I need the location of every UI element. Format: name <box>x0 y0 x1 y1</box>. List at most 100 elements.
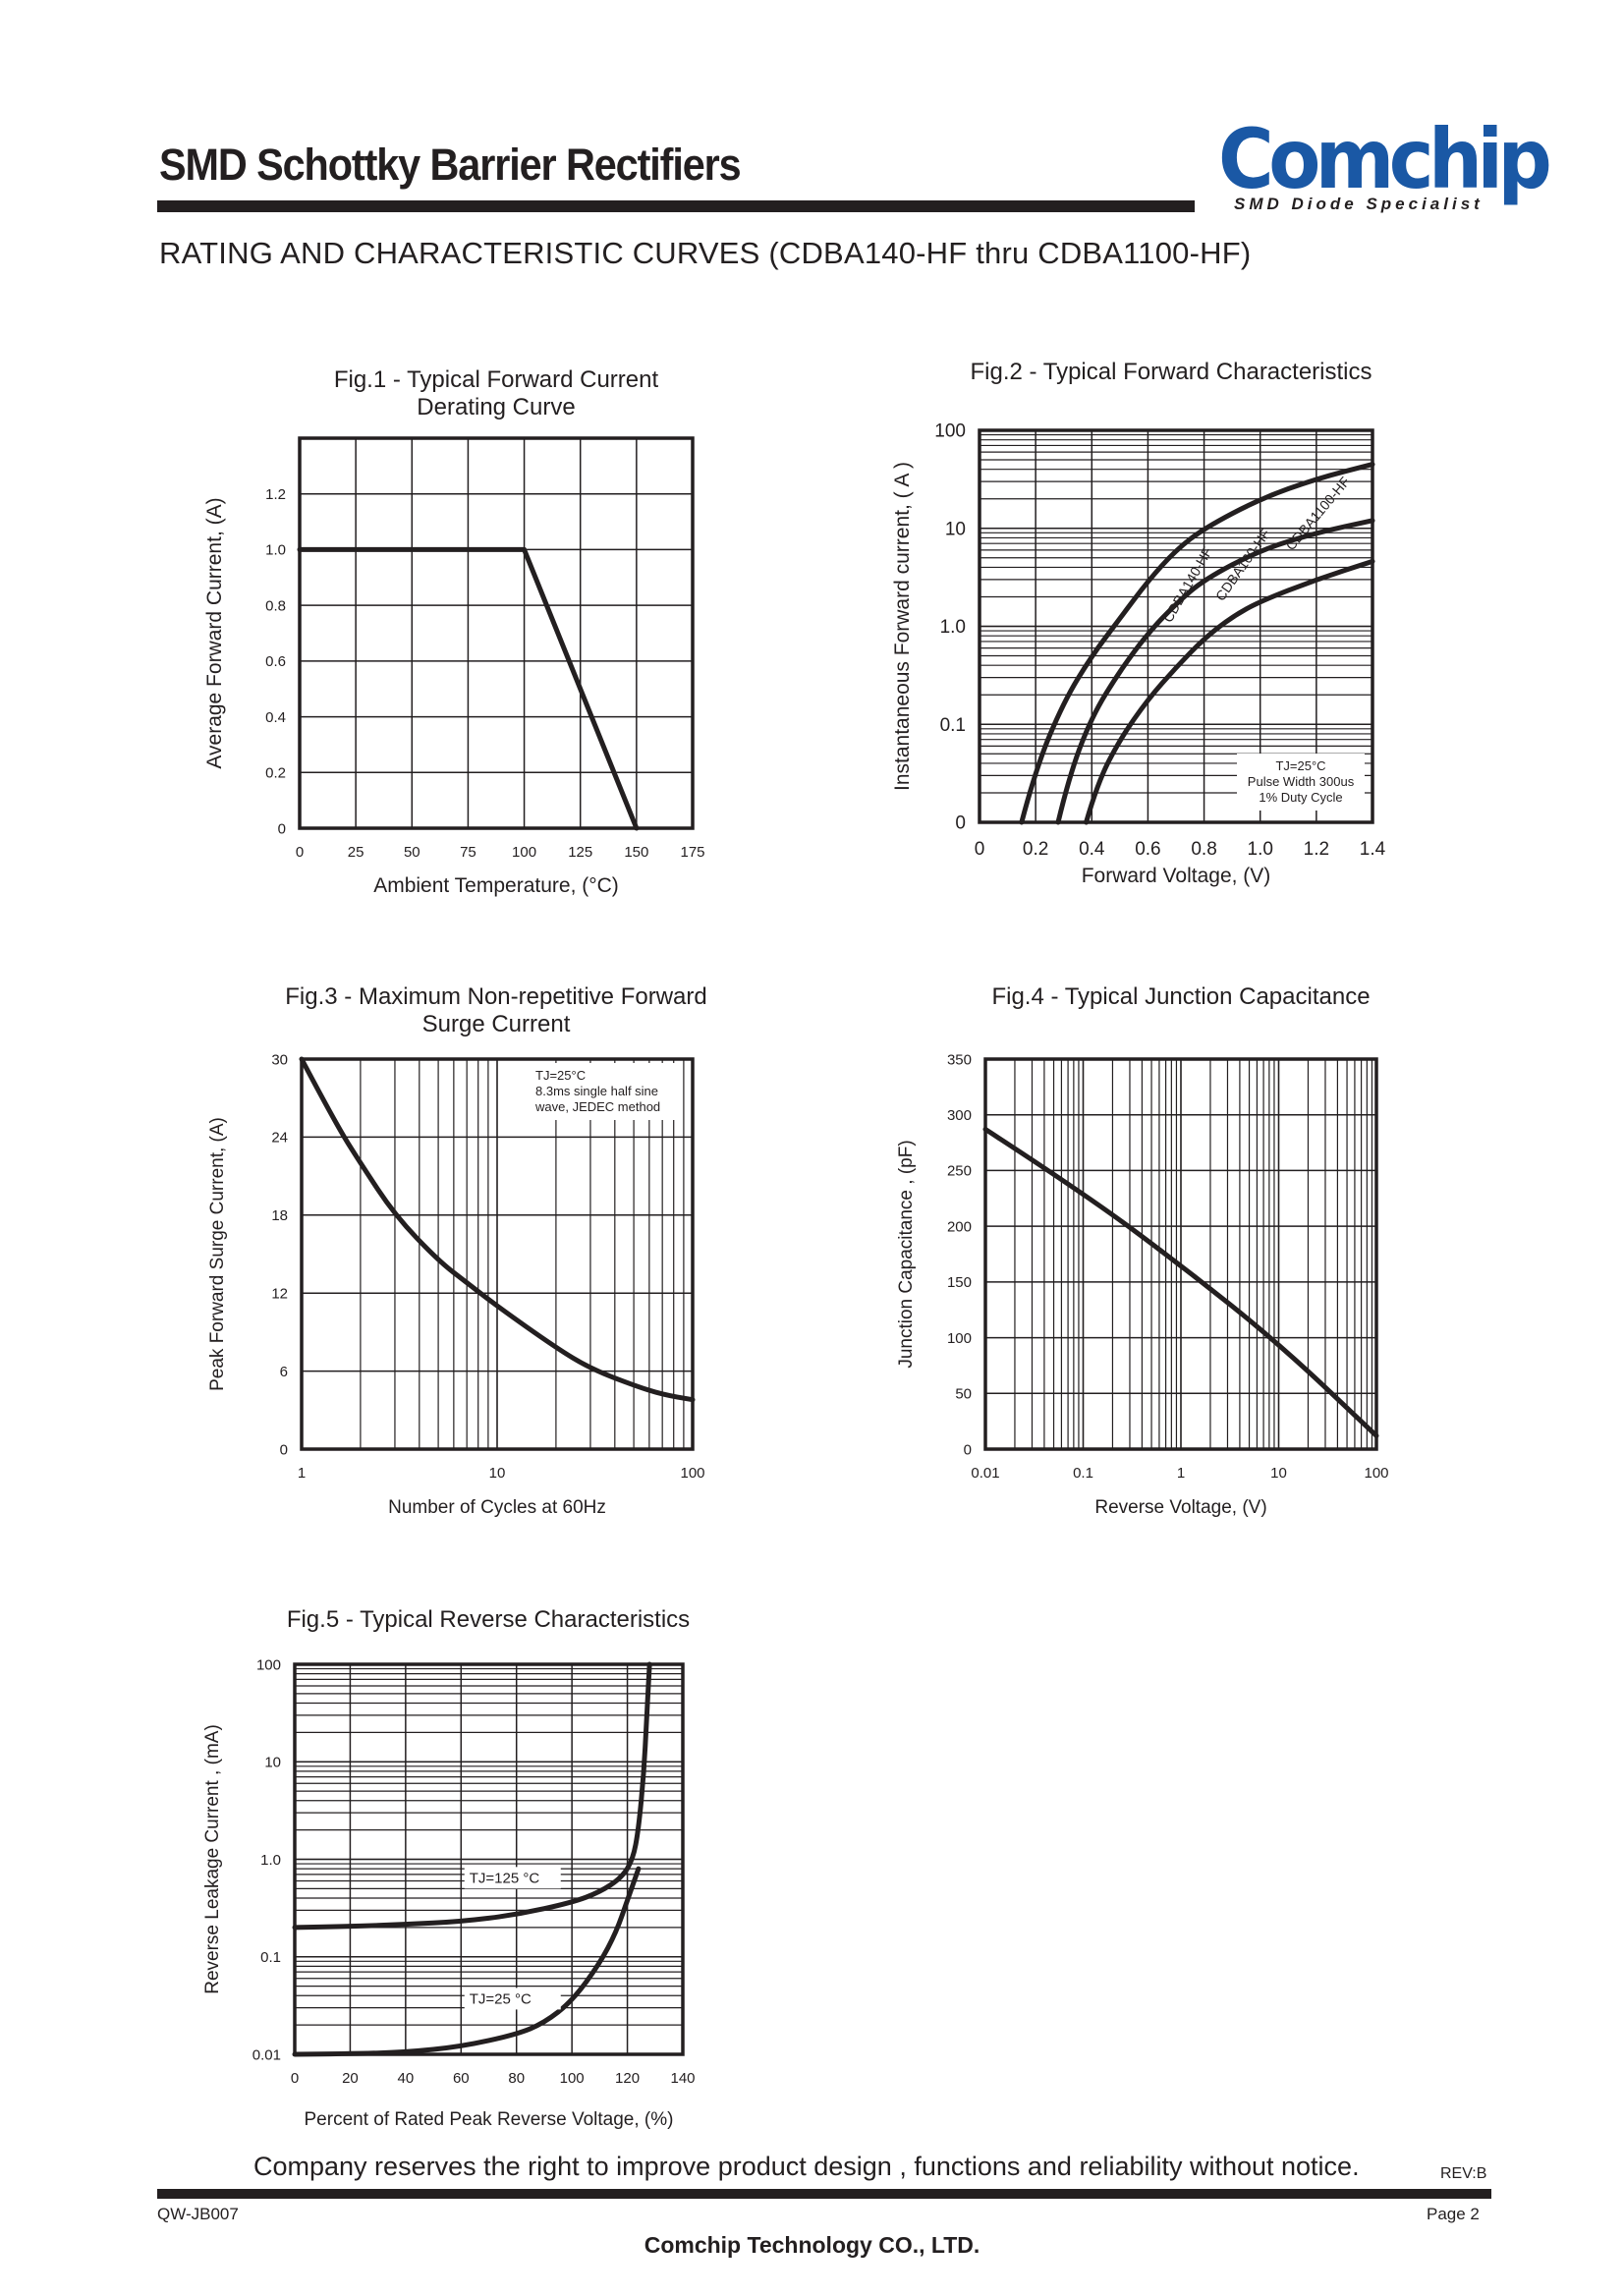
fig3-title-line: Fig.3 - Maximum Non-repetitive Forward <box>285 983 706 1010</box>
fig3-annotation-text: wave, JEDEC method <box>534 1099 660 1114</box>
fig2-title-line: Fig.2 - Typical Forward Characteristics <box>970 359 1372 385</box>
fig1-y-tick-label: 0 <box>278 820 286 837</box>
fig2-x-tick-label: 0.6 <box>1135 839 1160 860</box>
fig4-x-tick-label: 1 <box>1177 1465 1185 1482</box>
fig1-x-tick-label: 125 <box>568 844 592 861</box>
fig5-series-label-bg <box>464 1988 561 2010</box>
fig2-chart: Fig.2 - Typical Forward Characteristics 0… <box>891 359 1386 887</box>
fig3-annotation-box <box>530 1063 677 1120</box>
fig2-frame <box>978 428 1374 824</box>
fig3-y-tick-label: 30 <box>271 1051 288 1068</box>
fig3-y-tick-label: 6 <box>280 1364 288 1380</box>
fig1-grid <box>299 438 694 829</box>
fig3-annotation-text: TJ=25°C <box>535 1068 586 1083</box>
fig1-x-axis-label: Ambient Temperature, (°C) <box>373 874 619 897</box>
fig4-y-tick-label: 350 <box>947 1051 972 1068</box>
fig3-series-line <box>299 1056 696 1403</box>
fig3-annotation-text: 8.3ms single half sine <box>535 1084 658 1098</box>
company-logo: Comchip <box>1218 111 1552 207</box>
fig5-x-tick-label: 80 <box>508 2070 525 2087</box>
fig3-x-axis-label: Number of Cycles at 60Hz <box>388 1497 606 1518</box>
fig5-x-tick-label: 140 <box>670 2070 695 2087</box>
fig1-y-tick-label: 1.0 <box>265 542 286 559</box>
fig2-annotation-text: TJ=25°C <box>1275 758 1325 773</box>
company-name: Comchip Technology CO., LTD. <box>644 2232 980 2258</box>
fig3-chart: Fig.3 - Maximum Non-repetitive ForwardSu… <box>207 983 707 1518</box>
fig5-series-line <box>292 1866 642 2057</box>
fig2-annotation-text: 1% Duty Cycle <box>1259 790 1342 805</box>
fig2-x-tick-label: 1.4 <box>1360 839 1386 860</box>
fig3-y-tick-label: 24 <box>271 1130 288 1147</box>
footer-notice: Company reserves the right to improve pr… <box>253 2152 1360 2181</box>
fig5-x-tick-label: 60 <box>453 2070 470 2087</box>
fig4-x-tick-label: 100 <box>1364 1465 1388 1482</box>
fig1-series-line <box>297 546 640 831</box>
fig5-title-line: Fig.5 - Typical Reverse Characteristics <box>287 1606 690 1633</box>
fig2-y-tick-label: 10 <box>945 519 966 539</box>
section-subtitle: RATING AND CHARACTERISTIC CURVES (CDBA14… <box>159 236 1252 270</box>
fig4-y-tick-label: 250 <box>947 1163 972 1180</box>
fig1-y-tick-label: 0.8 <box>265 597 286 614</box>
fig2-annotation-text: Pulse Width 300us <box>1248 774 1355 789</box>
fig4-x-tick-label: 0.1 <box>1073 1465 1093 1482</box>
fig5-x-tick-label: 0 <box>291 2070 299 2087</box>
fig2-y-tick-label: 0.1 <box>940 715 966 736</box>
fig5-y-tick-label: 1.0 <box>260 1852 281 1869</box>
fig2-x-tick-label: 0 <box>975 839 985 860</box>
fig2-y-tick-label: 0 <box>955 813 966 834</box>
fig1-x-tick-label: 175 <box>680 844 704 861</box>
fig1-x-tick-label: 100 <box>512 844 536 861</box>
fig3-y-tick-label: 12 <box>271 1285 288 1302</box>
fig1-x-tick-label: 25 <box>348 844 364 861</box>
fig5-y-tick-label: 100 <box>256 1656 281 1673</box>
fig4-y-tick-label: 0 <box>964 1441 972 1458</box>
fig5-x-tick-label: 100 <box>560 2070 585 2087</box>
fig5-series-line <box>292 1661 652 1931</box>
fig5-y-tick-label: 0.1 <box>260 1949 281 1966</box>
fig5-y-tick-label: 0.01 <box>252 2046 281 2063</box>
fig2-y-tick-label: 100 <box>934 421 966 442</box>
fig4-x-tick-label: 0.01 <box>971 1465 999 1482</box>
fig2-x-tick-label: 1.2 <box>1304 839 1329 860</box>
fig1-frame <box>298 436 695 830</box>
fig5-series-label-bg <box>464 1867 561 1889</box>
fig2-x-tick-label: 1.0 <box>1248 839 1273 860</box>
fig4-series-line <box>982 1126 1379 1438</box>
fig1-y-tick-label: 0.2 <box>265 765 286 782</box>
fig5-x-tick-label: 20 <box>342 2070 359 2087</box>
fig1-y-tick-label: 0.4 <box>265 709 286 726</box>
fig3-x-tick-label: 10 <box>489 1465 506 1482</box>
fig4-y-tick-label: 300 <box>947 1107 972 1124</box>
fig4-chart: Fig.4 - Typical Junction Capacitance 0.01… <box>896 983 1389 1518</box>
fig5-frame <box>293 1662 685 2056</box>
document-code: QW-JB007 <box>157 2205 239 2223</box>
fig2-annotation-box <box>1237 754 1365 811</box>
fig3-frame <box>300 1057 695 1451</box>
fig2-series-line <box>1019 462 1375 825</box>
fig4-y-axis-label: Junction Capacitance , (pF) <box>896 1140 917 1368</box>
fig1-x-tick-label: 0 <box>296 844 304 861</box>
title-divider <box>157 200 1195 212</box>
fig3-title-line: Surge Current <box>422 1011 571 1037</box>
fig2-y-axis-label: Instantaneous Forward current, ( A ) <box>891 462 914 791</box>
fig2-y-tick-label: 1.0 <box>940 617 966 638</box>
fig4-grid <box>984 1058 1377 1450</box>
fig5-series-name-label: TJ=25 °C <box>470 1990 532 2007</box>
fig1-x-tick-label: 150 <box>624 844 648 861</box>
revision-label: REV:B <box>1440 2165 1487 2182</box>
fig2-x-tick-label: 0.8 <box>1191 839 1216 860</box>
fig5-x-axis-label: Percent of Rated Peak Reverse Voltage, (… <box>305 2109 674 2130</box>
fig1-y-tick-label: 0.6 <box>265 653 286 670</box>
page-title: SMD Schottky Barrier Rectifiers <box>159 140 742 190</box>
fig1-title-line: Derating Curve <box>417 394 575 420</box>
fig2-x-axis-label: Forward Voltage, (V) <box>1082 865 1271 887</box>
fig4-y-tick-label: 200 <box>947 1218 972 1235</box>
fig5-y-axis-label: Reverse Leakage Current , (mA) <box>202 1724 223 1994</box>
fig3-y-axis-label: Peak Forward Surge Current, (A) <box>207 1117 228 1391</box>
fig5-chart: Fig.5 - Typical Reverse Characteristics 0… <box>202 1606 696 2130</box>
fig2-series-line <box>1084 558 1375 825</box>
logo-tagline: SMD Diode Specialist <box>1234 195 1484 213</box>
fig2-series-line <box>1055 518 1375 825</box>
fig1-x-tick-label: 75 <box>460 844 476 861</box>
